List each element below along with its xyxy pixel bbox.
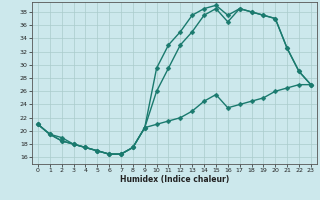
X-axis label: Humidex (Indice chaleur): Humidex (Indice chaleur)	[120, 175, 229, 184]
